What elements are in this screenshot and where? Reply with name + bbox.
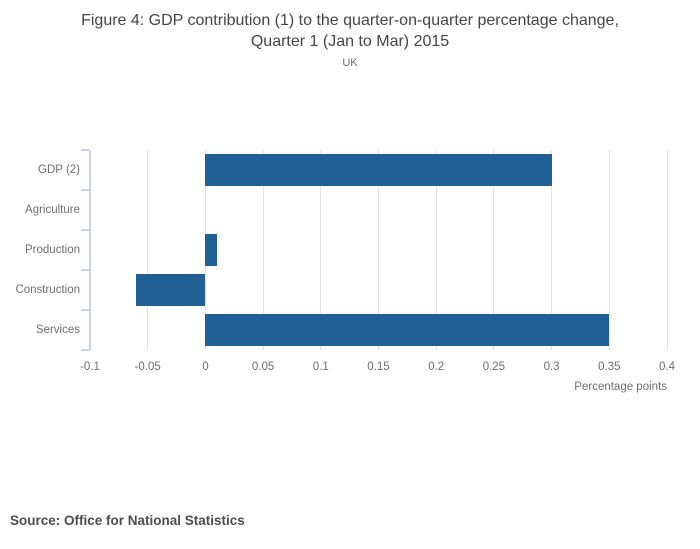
y-axis-tick [81, 189, 89, 191]
y-axis-line [89, 150, 91, 350]
x-tick-label-0.3: 0.3 [543, 361, 560, 373]
x-tick-label-0.1: 0.1 [312, 361, 329, 373]
gridline-x-0.05 [262, 150, 264, 350]
y-axis-tick [81, 349, 89, 351]
y-axis-tick [81, 149, 89, 151]
category-label-services: Services [35, 324, 80, 336]
x-tick-label-0.25: 0.25 [482, 361, 506, 373]
bar-construction [136, 274, 206, 306]
category-label-agriculture: Agriculture [25, 204, 80, 216]
gridline-x-0.3 [551, 150, 553, 350]
x-axis-label: Percentage points [574, 381, 667, 393]
chart-title-line2: Quarter 1 (Jan to Mar) 2015 [250, 33, 450, 50]
category-label-construction: Construction [15, 284, 80, 296]
x-tick-label-0.35: 0.35 [598, 361, 621, 373]
bar-gdp-2 [205, 154, 552, 186]
x-tick-label--0.1: -0.1 [80, 361, 100, 373]
x-tick-label-0.4: 0.4 [659, 361, 675, 373]
bar-production [205, 234, 217, 266]
x-tick-label--0.05: -0.05 [134, 361, 161, 373]
gridline-x-0.25 [493, 150, 495, 350]
chart-title-line1: Figure 4: GDP contribution (1) to the qu… [81, 12, 619, 29]
x-tick-label-0: 0 [202, 361, 209, 373]
chart-title: Figure 4: GDP contribution (1) to the qu… [0, 10, 700, 52]
category-label-gdp-2: GDP (2) [38, 164, 80, 176]
y-axis-tick [81, 309, 89, 311]
x-tick-label-0.05: 0.05 [251, 361, 275, 373]
category-label-production: Production [25, 244, 80, 256]
gridline-x-0.2 [435, 150, 437, 350]
x-tick-label-0.2: 0.2 [428, 361, 445, 373]
x-tick-label-0.15: 0.15 [367, 361, 390, 373]
gridline-x-0.4 [666, 150, 668, 350]
source-note: Source: Office for National Statistics [10, 513, 245, 528]
bar-services [205, 314, 610, 346]
gridline-x--0.05 [147, 150, 149, 350]
gridline-x-0.15 [378, 150, 379, 350]
gridline-x-0.1 [320, 150, 322, 350]
gridline-x-0.35 [608, 150, 610, 350]
y-axis-tick [81, 229, 89, 231]
y-axis-tick [81, 269, 89, 271]
chart-subtitle: UK [342, 57, 358, 69]
